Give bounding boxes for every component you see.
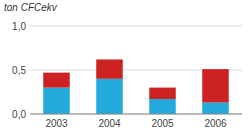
bars xyxy=(43,59,229,114)
bar xyxy=(149,88,176,99)
x-tick-label: 2003 xyxy=(45,118,68,129)
y-tick-label: 0,5 xyxy=(12,65,26,76)
grid-line xyxy=(30,114,242,115)
x-tick-label: 2006 xyxy=(204,118,227,129)
x-tick-label: 2005 xyxy=(151,118,174,129)
bar xyxy=(202,103,229,114)
x-tick-label: 2004 xyxy=(98,118,121,129)
bar xyxy=(202,69,229,102)
y-tick-label: 0,0 xyxy=(12,109,26,120)
bar xyxy=(96,59,123,78)
y-tick-label: 1,0 xyxy=(12,21,26,32)
grid-line xyxy=(30,26,242,27)
bar xyxy=(43,88,70,114)
y-label: ton CFCekv xyxy=(4,2,58,13)
bar xyxy=(149,99,176,114)
chart: ton CFCekv 0,0 0,5 1,0 2003 2004 2005 2006 xyxy=(0,0,250,134)
bar xyxy=(43,73,70,88)
bar xyxy=(96,79,123,114)
x-axis-line xyxy=(30,114,242,115)
